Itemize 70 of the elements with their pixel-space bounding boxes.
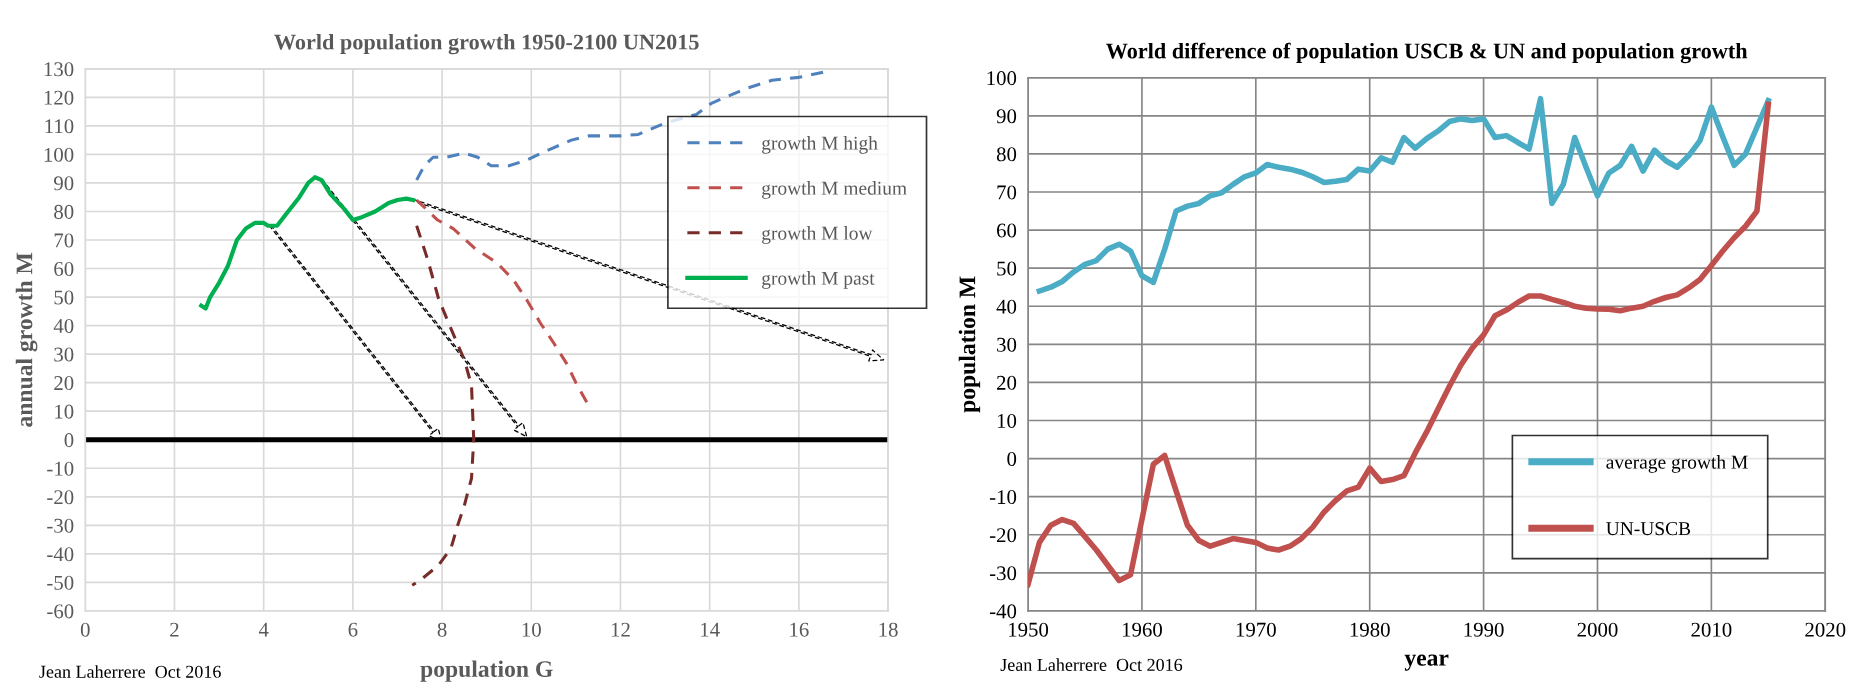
x-tick-label: 18 xyxy=(879,622,898,637)
x-tick-label: 16 xyxy=(790,622,809,637)
y-tick-label: 130 xyxy=(44,62,74,77)
legend-label: growth M low xyxy=(762,226,873,244)
y-tick-label: 70 xyxy=(997,185,1017,200)
y-tick-label: 80 xyxy=(54,204,74,219)
x-tick-label: 1980 xyxy=(1350,622,1390,637)
y-tick-label: 50 xyxy=(997,261,1017,276)
y-tick-label: -10 xyxy=(47,461,74,476)
legend-label: growth M past xyxy=(762,271,875,289)
y-tick-label: -40 xyxy=(989,604,1017,619)
y-tick-label: 50 xyxy=(54,290,74,305)
x-tick-label: 2010 xyxy=(1691,622,1732,637)
y-tick-label: 100 xyxy=(987,71,1017,86)
y-axis-title: annual growth M xyxy=(15,252,38,427)
x-tick-label: 10 xyxy=(522,622,541,637)
x-tick-label: 4 xyxy=(258,622,269,637)
y-tick-label: 80 xyxy=(996,147,1017,162)
x-axis-title: year xyxy=(1404,654,1449,671)
y-tick-label: 60 xyxy=(54,261,74,276)
y-tick-label: -10 xyxy=(989,490,1017,505)
chart-title: World population growth 1950-2100 UN2015 xyxy=(274,33,699,55)
x-tick-label: 1950 xyxy=(1009,622,1049,637)
y-tick-label: -40 xyxy=(47,547,74,562)
y-tick-label: 30 xyxy=(54,347,74,362)
y-tick-label: -20 xyxy=(989,528,1017,543)
x-tick-label: 8 xyxy=(437,622,447,637)
y-tick-label: 20 xyxy=(54,376,74,391)
text: Jean Laherrere Oct 2016 xyxy=(1000,658,1183,671)
x-tick-label: 0 xyxy=(80,622,90,637)
x-tick-label: 6 xyxy=(348,622,358,637)
y-tick-label: 10 xyxy=(997,413,1017,428)
x-axis-title: population G xyxy=(420,660,553,682)
line-series xyxy=(199,175,416,311)
legend-label: average growth M xyxy=(1606,455,1748,473)
x-tick-label: 2 xyxy=(170,622,179,637)
chart-title: World difference of population USCB & UN and population growth xyxy=(1106,42,1748,64)
y-tick-label: 20 xyxy=(997,375,1017,390)
y-tick-label: 0 xyxy=(1007,451,1017,467)
y-tick-label: 70 xyxy=(54,233,74,248)
y-axis-title: population M xyxy=(958,276,981,413)
y-tick-label: 90 xyxy=(996,109,1017,124)
y-tick-label: -50 xyxy=(47,575,74,590)
y-tick-label: 40 xyxy=(53,318,74,334)
x-tick-label: 2020 xyxy=(1805,622,1846,637)
y-tick-label: 60 xyxy=(996,223,1017,238)
text: Jean Laherrere Oct 2016 xyxy=(39,665,221,678)
x-tick-label: 1970 xyxy=(1236,622,1276,637)
x-tick-label: 12 xyxy=(611,622,630,637)
y-tick-label: 10 xyxy=(55,404,74,419)
legend-label: UN-USCB xyxy=(1606,522,1691,536)
y-tick-label: -20 xyxy=(47,490,74,505)
x-tick-label: 2000 xyxy=(1577,622,1618,637)
x-tick-label: 1960 xyxy=(1122,622,1162,637)
legend-label: growth M high xyxy=(762,136,878,154)
y-tick-label: -30 xyxy=(47,518,74,533)
y-tick-label: 100 xyxy=(44,147,74,162)
y-tick-label: 0 xyxy=(64,433,74,448)
legend-label: growth M medium xyxy=(762,181,907,199)
y-tick-label: 30 xyxy=(997,337,1017,352)
x-tick-label: 1990 xyxy=(1464,622,1504,637)
y-tick-label: 110 xyxy=(45,119,74,134)
y-tick-label: 120 xyxy=(44,90,74,105)
y-tick-label: 40 xyxy=(996,299,1017,314)
line-series xyxy=(415,198,589,405)
y-tick-label: -60 xyxy=(47,604,74,619)
x-tick-label: 14 xyxy=(701,622,720,637)
line-series xyxy=(410,224,476,587)
y-tick-label: 90 xyxy=(54,176,74,191)
y-tick-label: -30 xyxy=(989,566,1017,581)
